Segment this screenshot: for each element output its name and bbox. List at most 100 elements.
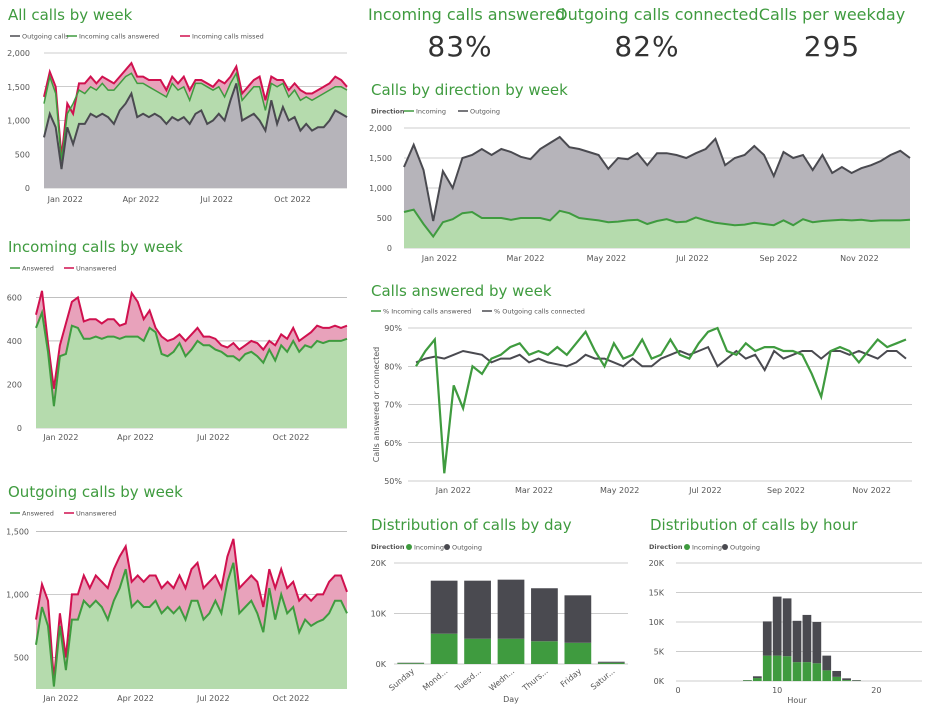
x-tick-label: Satur...: [589, 667, 617, 692]
bar-outgoing: [497, 579, 525, 639]
x-tick-label: Friday: [559, 666, 584, 689]
x-tick-label: Oct 2022: [273, 694, 310, 703]
y-tick-label: 400: [7, 337, 22, 346]
x-tick-label: Jul 2022: [196, 433, 230, 442]
kpi-calls-per-weekday-value: 295: [803, 30, 861, 63]
legend-outgoing-swatch: [444, 544, 450, 550]
kpi-calls-per-weekday-label: Calls per weekday: [758, 5, 906, 24]
bar-incoming: [812, 663, 822, 681]
legend-unanswered-label: Unanswered: [76, 510, 116, 518]
y-tick-label: 2,000: [369, 124, 392, 133]
incoming-title: Incoming calls by week: [8, 238, 183, 256]
x-tick-label: 10: [772, 686, 782, 695]
x-tick-label: Jan 2022: [421, 254, 457, 263]
bar-incoming: [782, 656, 792, 681]
x-tick-label: Apr 2022: [117, 433, 154, 442]
legend-title: Direction: [649, 543, 683, 551]
y-tick-label: 200: [7, 380, 22, 389]
legend-outgoing-label: Outgoing: [470, 108, 500, 116]
bar-outgoing: [464, 580, 491, 639]
line-outgoing: [403, 135, 911, 222]
line-unanswered: [35, 538, 348, 681]
incoming-chart: Answered Unanswered 0 200 400 600 Jan 2022 Apr …: [7, 265, 348, 442]
y-tick-label: 500: [377, 214, 392, 223]
answered-title: Calls answered by week: [371, 282, 552, 300]
x-tick-label: Tuesd...: [453, 667, 483, 694]
line-answered: [35, 308, 348, 407]
by-hour-title: Distribution of calls by hour: [650, 516, 858, 534]
bar-incoming: [464, 638, 491, 664]
x-tick-label: Jul 2022: [196, 694, 230, 703]
legend-incoming-label: Incoming: [692, 544, 722, 552]
bar-incoming: [497, 638, 525, 664]
line-outgoing-connected: [415, 345, 907, 373]
y-tick-label: 0: [387, 244, 392, 253]
bar-incoming: [792, 662, 802, 681]
x-tick-label: Nov 2022: [852, 486, 891, 495]
y-tick-label: 1,000: [7, 117, 30, 126]
y-tick-label: 1,000: [6, 590, 29, 599]
bar-incoming: [564, 642, 592, 664]
bar-outgoing: [842, 678, 851, 681]
y-axis-title: Calls answered or connected: [372, 347, 381, 463]
legend-incoming-swatch: [406, 544, 412, 550]
legend-outgoing-label: Outgoing: [452, 544, 482, 552]
bar-outgoing: [802, 614, 812, 663]
bar-outgoing: [531, 588, 558, 642]
all-calls-title: All calls by week: [8, 6, 133, 24]
x-tick-label: Wedn...: [487, 667, 516, 693]
bar-outgoing: [397, 662, 425, 664]
bar-outgoing: [564, 595, 592, 643]
y-tick-label: 0: [25, 184, 30, 193]
by-day-title: Distribution of calls by day: [371, 516, 572, 534]
x-tick-label: May 2022: [587, 254, 626, 263]
y-tick-label: 600: [7, 293, 22, 302]
bar-incoming: [842, 680, 851, 681]
x-tick-label: Thurs...: [520, 667, 550, 694]
all-calls-chart: Outgoing calls Incoming calls answered Inc…: [7, 33, 348, 204]
kpi-incoming-answered-value: 83%: [427, 30, 493, 63]
y-tick-label: 5K: [654, 648, 665, 657]
x-tick-label: Mond...: [421, 667, 449, 693]
bar-outgoing: [792, 620, 802, 663]
x-tick-label: 0: [675, 686, 680, 695]
outgoing-chart: Answered Unanswered 500 1,000 1,500 Jan 2022 A…: [6, 510, 348, 703]
kpi-outgoing-connected-value: 82%: [614, 30, 680, 63]
y-tick-label: 1,000: [369, 184, 392, 193]
x-tick-label: Apr 2022: [123, 195, 160, 204]
y-tick-label: 500: [14, 653, 29, 662]
bar-incoming: [762, 655, 772, 681]
legend-outgoing-swatch: [722, 544, 728, 550]
x-tick-label: Jan 2022: [42, 694, 78, 703]
by-day-chart: Direction Incoming Outgoing 0K 10K 20K Sunday M…: [371, 543, 628, 704]
legend-outgoing-connected-label: % Outgoing calls connected: [494, 308, 585, 316]
line-answered: [43, 71, 348, 162]
direction-title: Calls by direction by week: [371, 81, 568, 99]
area-answered: [36, 312, 347, 428]
x-tick-label: Jul 2022: [199, 195, 233, 204]
bar-outgoing: [597, 661, 625, 663]
bar-incoming: [597, 662, 625, 664]
bar-incoming: [397, 663, 425, 664]
x-tick-label: Jan 2022: [47, 195, 83, 204]
x-tick-label: Oct 2022: [273, 433, 310, 442]
y-tick-label: 90%: [384, 324, 402, 333]
bar-incoming: [802, 662, 812, 681]
area-incoming: [404, 209, 910, 248]
bar-outgoing: [812, 622, 822, 664]
x-tick-label: 20: [871, 686, 881, 695]
legend-incoming-answered-label: % Incoming calls answered: [383, 308, 471, 316]
bar-outgoing: [430, 580, 458, 634]
bar-outgoing: [752, 676, 762, 679]
y-tick-label: 20K: [371, 559, 387, 568]
line-unanswered: [35, 290, 348, 389]
y-tick-label: 15K: [649, 589, 665, 598]
bar-outgoing: [822, 655, 832, 671]
x-axis-title: Hour: [787, 696, 807, 705]
legend-outgoing-label: Outgoing: [730, 544, 760, 552]
y-tick-label: 10K: [371, 610, 387, 619]
kpi-incoming-answered-label: Incoming calls answered: [368, 5, 566, 24]
bar-outgoing: [832, 670, 842, 677]
y-tick-label: 1,500: [7, 83, 30, 92]
x-tick-label: Sep 2022: [767, 486, 805, 495]
